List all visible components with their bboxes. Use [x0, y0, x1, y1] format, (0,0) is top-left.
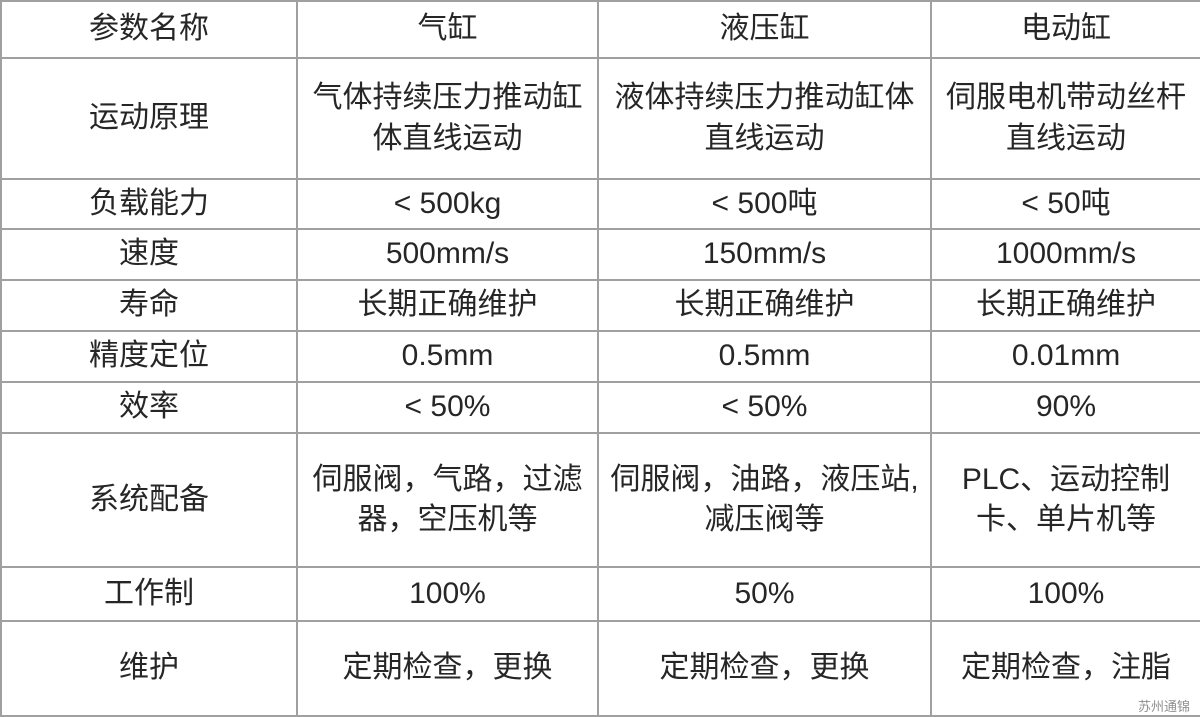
- cell-positioning-accuracy-hydraulic: 0.5mm: [597, 330, 932, 383]
- cell-positioning-accuracy-electric: 0.01mm: [930, 330, 1200, 383]
- cell-load-capacity-electric: < 50吨: [930, 178, 1200, 230]
- cell-lifespan-pneumatic: 长期正确维护: [296, 279, 599, 332]
- cell-load-capacity-pneumatic: < 500kg: [296, 178, 599, 230]
- row-label-speed: 速度: [0, 228, 298, 281]
- table-header-row: 参数名称 气缸 液压缸 电动缸: [0, 0, 1200, 59]
- cell-efficiency-hydraulic: < 50%: [597, 381, 932, 434]
- header-electric-cylinder: 电动缸: [930, 0, 1200, 59]
- cell-system-equipment-pneumatic: 伺服阀，气路，过滤器，空压机等: [296, 432, 599, 568]
- table-row-motion-principle: 运动原理 气体持续压力推动缸体直线运动 液体持续压力推动缸体直线运动 伺服电机带…: [0, 57, 1200, 180]
- cell-duty-cycle-electric: 100%: [930, 566, 1200, 622]
- header-pneumatic-cylinder: 气缸: [296, 0, 599, 59]
- table-row-load-capacity: 负载能力 < 500kg < 500吨 < 50吨: [0, 178, 1200, 230]
- cell-speed-pneumatic: 500mm/s: [296, 228, 599, 281]
- cell-system-equipment-hydraulic: 伺服阀，油路，液压站,减压阀等: [597, 432, 932, 568]
- table-row-positioning-accuracy: 精度定位 0.5mm 0.5mm 0.01mm: [0, 330, 1200, 383]
- cell-load-capacity-hydraulic: < 500吨: [597, 178, 932, 230]
- row-label-motion-principle: 运动原理: [0, 57, 298, 180]
- cell-motion-principle-electric: 伺服电机带动丝杆直线运动: [930, 57, 1200, 180]
- cell-system-equipment-electric: PLC、运动控制卡、单片机等: [930, 432, 1200, 568]
- cell-speed-electric: 1000mm/s: [930, 228, 1200, 281]
- table-row-duty-cycle: 工作制 100% 50% 100%: [0, 566, 1200, 622]
- table-row-system-equipment: 系统配备 伺服阀，气路，过滤器，空压机等 伺服阀，油路，液压站,减压阀等 PLC…: [0, 432, 1200, 568]
- header-hydraulic-cylinder: 液压缸: [597, 0, 932, 59]
- cell-maintenance-pneumatic: 定期检查，更换: [296, 620, 599, 717]
- cell-motion-principle-pneumatic: 气体持续压力推动缸体直线运动: [296, 57, 599, 180]
- row-label-duty-cycle: 工作制: [0, 566, 298, 622]
- cell-duty-cycle-pneumatic: 100%: [296, 566, 599, 622]
- row-label-efficiency: 效率: [0, 381, 298, 434]
- cell-maintenance-hydraulic: 定期检查，更换: [597, 620, 932, 717]
- cell-positioning-accuracy-pneumatic: 0.5mm: [296, 330, 599, 383]
- row-label-maintenance: 维护: [0, 620, 298, 717]
- cell-speed-hydraulic: 150mm/s: [597, 228, 932, 281]
- watermark: 苏州通锦: [1137, 699, 1190, 714]
- cell-efficiency-electric: 90%: [930, 381, 1200, 434]
- cell-lifespan-electric: 长期正确维护: [930, 279, 1200, 332]
- cell-efficiency-pneumatic: < 50%: [296, 381, 599, 434]
- table-row-efficiency: 效率 < 50% < 50% 90%: [0, 381, 1200, 434]
- cell-maintenance-electric: 定期检查，注脂: [930, 620, 1200, 717]
- table-row-maintenance: 维护 定期检查，更换 定期检查，更换 定期检查，注脂: [0, 620, 1200, 717]
- row-label-lifespan: 寿命: [0, 279, 298, 332]
- row-label-system-equipment: 系统配备: [0, 432, 298, 568]
- table-row-speed: 速度 500mm/s 150mm/s 1000mm/s: [0, 228, 1200, 281]
- row-label-positioning-accuracy: 精度定位: [0, 330, 298, 383]
- table-row-lifespan: 寿命 长期正确维护 长期正确维护 长期正确维护: [0, 279, 1200, 332]
- cell-duty-cycle-hydraulic: 50%: [597, 566, 932, 622]
- cell-motion-principle-hydraulic: 液体持续压力推动缸体直线运动: [597, 57, 932, 180]
- cell-lifespan-hydraulic: 长期正确维护: [597, 279, 932, 332]
- header-parameter-name: 参数名称: [0, 0, 298, 59]
- row-label-load-capacity: 负载能力: [0, 178, 298, 230]
